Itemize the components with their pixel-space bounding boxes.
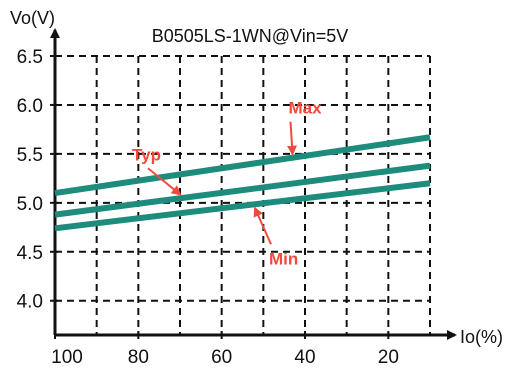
grid-lines bbox=[55, 55, 431, 335]
y-tick-label: 4.0 bbox=[17, 292, 43, 313]
series-line-min bbox=[54, 180, 431, 232]
x-tick-label: 40 bbox=[294, 347, 315, 368]
x-tick-label: 60 bbox=[211, 347, 232, 368]
tick-labels: 6.5 6.0 5.5 5.0 4.5 4.0 100 80 60 40 20 bbox=[17, 47, 399, 368]
annotation-arrow-max bbox=[287, 121, 297, 156]
annotations: Max Typ Min bbox=[132, 99, 322, 269]
annotation-arrow-min bbox=[253, 206, 272, 245]
y-tick-label: 4.5 bbox=[17, 243, 43, 264]
annotation-label-min: Min bbox=[269, 249, 298, 268]
y-tick-label: 5.0 bbox=[17, 194, 43, 215]
y-axis-label: Vo(V) bbox=[10, 8, 55, 28]
x-tick-label: 20 bbox=[378, 347, 399, 368]
x-tick-label: 80 bbox=[128, 347, 149, 368]
x-axis-label: Io(%) bbox=[460, 327, 503, 347]
y-tick-label: 6.5 bbox=[17, 47, 43, 68]
y-tick-label: 5.5 bbox=[17, 145, 43, 166]
y-tick-label: 6.0 bbox=[17, 96, 43, 117]
series-lines bbox=[54, 134, 431, 232]
annotation-label-max: Max bbox=[289, 99, 323, 118]
series-line-max bbox=[54, 134, 431, 197]
series-line-typ bbox=[54, 162, 431, 218]
chart-title: B0505LS-1WN@Vin=5V bbox=[152, 26, 349, 46]
annotation-arrow-typ bbox=[147, 167, 182, 196]
annotation-label-typ: Typ bbox=[132, 145, 161, 164]
x-tick-label: 100 bbox=[51, 347, 83, 368]
